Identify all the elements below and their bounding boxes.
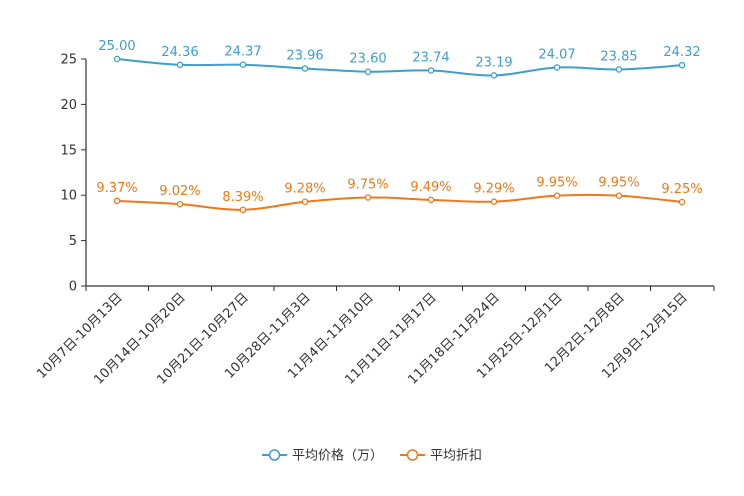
data-point — [239, 61, 247, 68]
data-label: 24.37 — [224, 45, 261, 60]
series-line — [116, 58, 683, 77]
data-point — [490, 72, 498, 79]
data-label: 23.85 — [600, 49, 637, 64]
data-label: 8.39% — [222, 190, 263, 205]
data-label: 24.36 — [161, 45, 198, 60]
data-label: 9.49% — [410, 180, 451, 195]
data-label: 24.07 — [538, 47, 575, 62]
data-label: 9.37% — [96, 181, 137, 196]
series-line — [116, 193, 683, 211]
series-layer: 25.00 24.36 24.37 23.96 23.60 23.74 23.19 24.07… — [96, 39, 703, 214]
legend[interactable]: 平均价格（万） 平均折扣 — [262, 448, 482, 464]
data-point — [176, 61, 184, 69]
data-point — [364, 68, 372, 75]
legend-label: 平均折扣 — [430, 449, 482, 464]
legend-marker — [406, 449, 419, 461]
data-point — [490, 198, 498, 205]
data-point — [427, 196, 435, 204]
data-point — [113, 197, 121, 205]
y-tick-label: 20 — [60, 98, 77, 113]
series-2: 9.37% 9.02% 8.39% 9.28% 9.75% 9.49% 9.29% 9.95%… — [96, 176, 703, 214]
data-label: 25.00 — [98, 39, 135, 54]
legend-item-2[interactable]: 平均折扣 — [400, 449, 482, 464]
x-axis: 10月7日-10月13日10月14日-10月20日10月21日-10月27日10… — [34, 285, 715, 388]
data-point — [678, 198, 686, 206]
legend-label: 平均价格（万） — [292, 448, 383, 464]
data-label: 9.95% — [536, 176, 577, 191]
data-point — [364, 194, 372, 201]
data-point — [615, 66, 623, 73]
data-label: 23.19 — [475, 55, 512, 70]
data-point — [239, 206, 247, 214]
data-label: 24.32 — [663, 45, 700, 60]
y-tick-label: 0 — [69, 280, 77, 295]
legend-item-1[interactable]: 平均价格（万） — [262, 448, 383, 464]
data-point — [427, 67, 435, 74]
y-tick-label: 15 — [60, 143, 77, 158]
data-point — [615, 192, 623, 199]
data-label: 9.95% — [598, 176, 639, 191]
legend-marker — [268, 449, 281, 461]
data-point — [301, 65, 309, 72]
data-label: 9.75% — [347, 177, 388, 192]
data-point — [113, 55, 121, 63]
y-axis: 0 5 10 15 20 25 — [60, 53, 87, 295]
data-label: 9.02% — [159, 184, 200, 199]
data-label: 9.25% — [661, 182, 702, 197]
data-point — [301, 198, 309, 205]
data-point — [553, 64, 561, 71]
data-label: 23.60 — [349, 52, 386, 67]
data-label: 23.74 — [412, 50, 449, 65]
data-point — [553, 192, 561, 199]
series-1: 25.00 24.36 24.37 23.96 23.60 23.74 23.19 24.07… — [98, 39, 701, 79]
data-point — [176, 200, 184, 208]
data-label: 9.29% — [473, 182, 514, 197]
data-label: 9.28% — [284, 182, 325, 197]
data-label: 23.96 — [286, 48, 323, 63]
y-tick-label: 5 — [69, 234, 77, 249]
y-tick-label: 10 — [60, 189, 77, 204]
y-tick-label: 25 — [60, 53, 77, 68]
data-point — [678, 61, 686, 69]
